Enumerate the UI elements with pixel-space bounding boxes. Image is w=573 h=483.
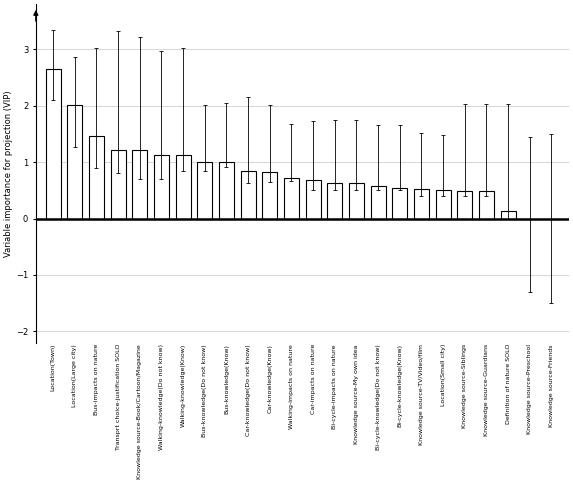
- Bar: [501, 211, 516, 219]
- Bar: [67, 105, 83, 219]
- Bar: [393, 187, 407, 219]
- Bar: [219, 162, 234, 219]
- Bar: [327, 183, 343, 219]
- Bar: [457, 191, 472, 219]
- Bar: [46, 69, 61, 219]
- Bar: [349, 183, 364, 219]
- Y-axis label: Variable importance for projection (VIP): Variable importance for projection (VIP): [4, 90, 13, 257]
- Bar: [414, 189, 429, 219]
- Bar: [305, 180, 321, 219]
- Bar: [435, 190, 451, 219]
- Bar: [175, 156, 191, 219]
- Bar: [89, 136, 104, 219]
- Bar: [197, 162, 213, 219]
- Bar: [262, 172, 277, 219]
- Bar: [371, 186, 386, 219]
- Bar: [132, 150, 147, 219]
- Bar: [284, 178, 299, 219]
- Bar: [479, 191, 494, 219]
- Bar: [154, 156, 169, 219]
- Bar: [111, 150, 125, 219]
- Bar: [241, 170, 256, 219]
